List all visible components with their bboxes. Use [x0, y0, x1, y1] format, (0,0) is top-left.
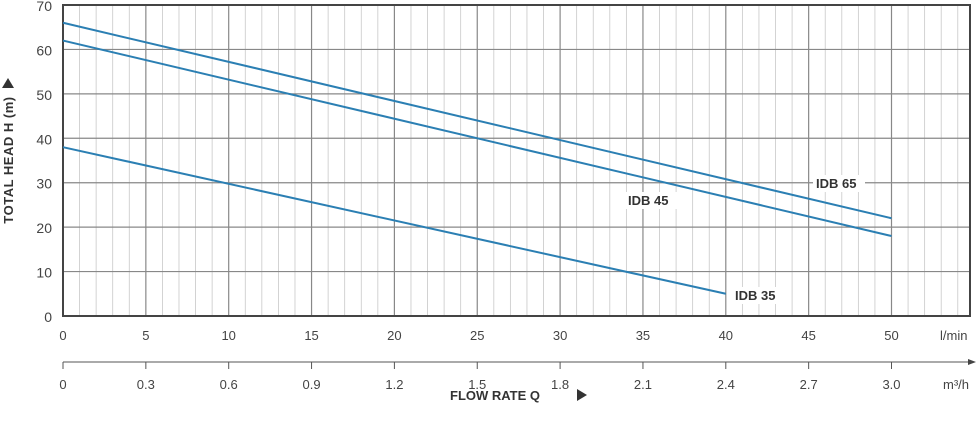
x2-tick-label: 1.5 — [468, 377, 486, 392]
x2-tick-label: 2.7 — [800, 377, 818, 392]
x-unit-label: l/min — [940, 328, 967, 343]
x-tick-label: 35 — [636, 328, 650, 343]
plot-frame — [62, 4, 971, 317]
x2-tick-label: 0.6 — [220, 377, 238, 392]
series-label: IDB 35 — [735, 288, 775, 303]
series-label: IDB 45 — [628, 193, 668, 208]
x2-tick-label: 2.4 — [717, 377, 735, 392]
series-line-idb-65 — [62, 21, 892, 220]
series-label: IDB 65 — [816, 176, 856, 191]
y-tick-label: 40 — [36, 131, 52, 147]
x-tick-label: 30 — [553, 328, 567, 343]
x2-tick-label: 0.3 — [137, 377, 155, 392]
series-label-bg — [625, 192, 677, 209]
y-axis-arrow-icon — [2, 78, 14, 88]
series-line-idb-35 — [62, 146, 727, 295]
series-label-bg — [813, 175, 865, 192]
y-tick-label: 10 — [36, 265, 52, 281]
y-tick-label: 30 — [36, 176, 52, 192]
x-tick-label: 5 — [142, 328, 149, 343]
series-line-idb-45 — [62, 39, 892, 238]
x-axis-arrow-icon — [577, 389, 587, 401]
x-tick-label: 15 — [304, 328, 318, 343]
y-tick-label: 20 — [36, 220, 52, 236]
y-tick-label: 50 — [36, 87, 52, 103]
x-tick-label: 0 — [59, 328, 66, 343]
x2-tick-label: 0.9 — [303, 377, 321, 392]
x2-tick-label: 1.2 — [385, 377, 403, 392]
x-tick-label: 25 — [470, 328, 484, 343]
y-tick-label: 70 — [36, 0, 52, 14]
x-tick-label: 45 — [801, 328, 815, 343]
x2-tick-label: 2.1 — [634, 377, 652, 392]
x-axis-title: FLOW RATE Q — [450, 388, 540, 403]
x-tick-label: 20 — [387, 328, 401, 343]
x2-tick-label: 1.8 — [551, 377, 569, 392]
x-tick-label: 50 — [884, 328, 898, 343]
x2-tick-label: 3.0 — [882, 377, 900, 392]
x2-unit-label: m³/h — [943, 377, 969, 392]
y-axis-title: TOTAL HEAD H (m) — [1, 96, 16, 223]
series-label-bg — [732, 287, 784, 304]
y-tick-label: 0 — [44, 309, 52, 325]
x2-tick-label: 0 — [59, 377, 66, 392]
x-tick-label: 40 — [719, 328, 733, 343]
y-tick-label: 60 — [36, 42, 52, 58]
x-tick-label: 10 — [221, 328, 235, 343]
secondary-axis-arrow-icon — [968, 359, 976, 365]
